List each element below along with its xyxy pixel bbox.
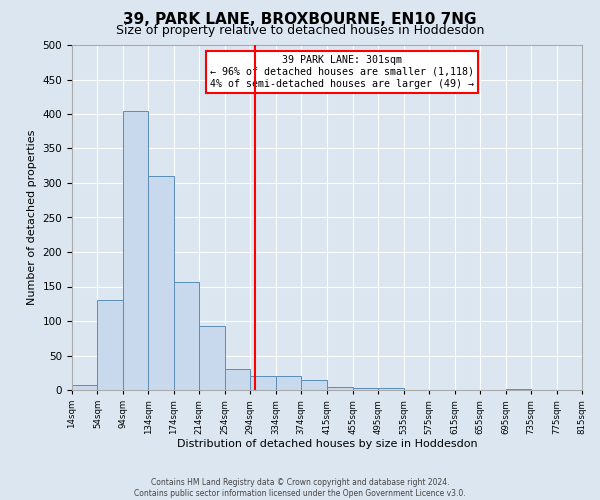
Text: 39 PARK LANE: 301sqm
← 96% of detached houses are smaller (1,118)
4% of semi-det: 39 PARK LANE: 301sqm ← 96% of detached h… — [211, 56, 475, 88]
Bar — [148, 176, 174, 390]
Bar — [378, 388, 404, 390]
Bar — [301, 380, 328, 390]
Bar — [199, 326, 225, 390]
Bar — [174, 282, 199, 390]
Bar — [276, 376, 301, 390]
Text: Contains HM Land Registry data © Crown copyright and database right 2024.
Contai: Contains HM Land Registry data © Crown c… — [134, 478, 466, 498]
Bar — [328, 386, 353, 390]
Bar — [353, 388, 378, 390]
Text: 39, PARK LANE, BROXBOURNE, EN10 7NG: 39, PARK LANE, BROXBOURNE, EN10 7NG — [123, 12, 477, 28]
Y-axis label: Number of detached properties: Number of detached properties — [27, 130, 37, 305]
Text: Size of property relative to detached houses in Hoddesdon: Size of property relative to detached ho… — [116, 24, 484, 37]
Bar — [250, 376, 276, 390]
Bar — [97, 300, 123, 390]
Bar — [72, 385, 97, 390]
X-axis label: Distribution of detached houses by size in Hoddesdon: Distribution of detached houses by size … — [176, 440, 478, 450]
Bar — [225, 370, 250, 390]
Bar — [123, 110, 148, 390]
